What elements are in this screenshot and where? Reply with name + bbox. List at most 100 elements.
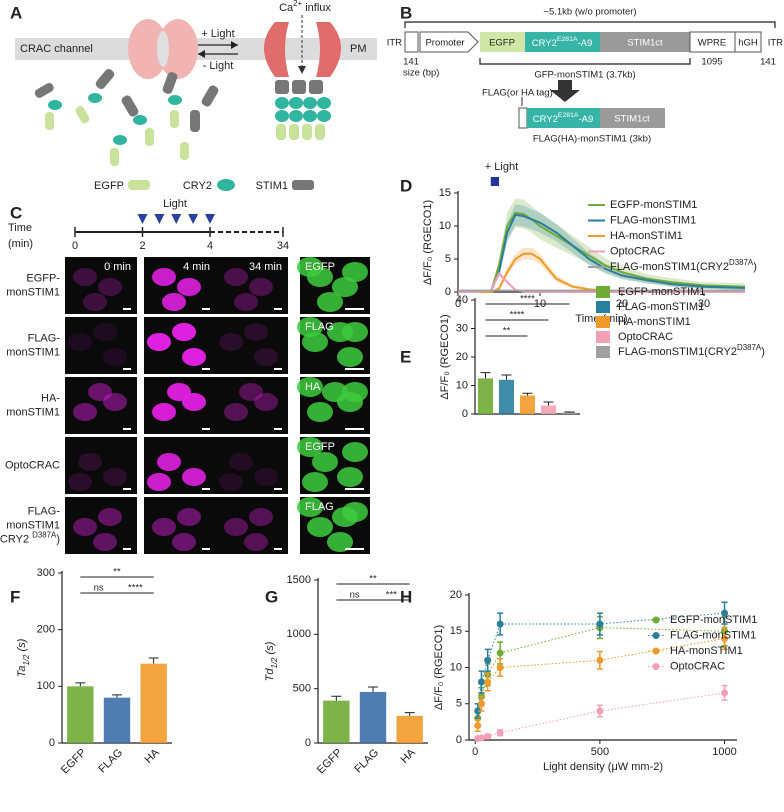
- cry2-box: [525, 32, 600, 52]
- legend-swatch: [128, 180, 150, 190]
- text-part: CRY2: [532, 38, 557, 49]
- cell: [172, 323, 196, 341]
- stim-label: STIM1ct: [614, 114, 650, 125]
- arrow-head: [231, 41, 238, 49]
- bracket: [479, 58, 691, 65]
- panel-label: F: [10, 587, 20, 606]
- y-tick-label: 1500: [287, 574, 311, 586]
- micrograph: [65, 497, 137, 554]
- y-tick-label: 10: [439, 220, 451, 232]
- light-off-label: - Light: [203, 60, 234, 72]
- y-tick-label: 100: [37, 680, 55, 692]
- cell: [172, 533, 196, 551]
- y-tick-label: 0: [49, 737, 55, 749]
- text-part: FLAG-monSTIM1(CRY2: [610, 261, 729, 273]
- panel-label: C: [10, 203, 22, 222]
- arrow-head: [298, 66, 306, 74]
- cell: [93, 323, 117, 341]
- cell: [78, 453, 102, 471]
- egfp-box: [480, 32, 525, 52]
- panel-label: B: [400, 3, 412, 22]
- point: [596, 656, 604, 664]
- x-axis-label: Light density (μW mm-2): [543, 761, 663, 773]
- error-bar: [75, 682, 86, 687]
- cell: [88, 383, 112, 401]
- error-bar: [368, 686, 378, 692]
- y-tick-label: 10: [450, 661, 462, 673]
- text-part: 1/2: [270, 657, 279, 669]
- micrograph: [216, 317, 288, 374]
- x-tick-label: FLAG: [352, 747, 381, 776]
- y-tick-label: 0: [305, 737, 311, 749]
- light-pulse: [154, 214, 165, 224]
- size-number: 141: [403, 57, 419, 68]
- cell: [342, 502, 368, 522]
- annotation: + Light: [485, 161, 518, 173]
- legend-label: STIM1: [256, 180, 288, 192]
- y-tick-label: 40: [456, 294, 468, 306]
- y-tick-label: 20: [450, 589, 462, 601]
- timeline-label: Time: [8, 222, 32, 234]
- point: [496, 729, 504, 737]
- error-band: [458, 198, 745, 292]
- micrograph: [65, 317, 137, 374]
- column-label: 4 min: [183, 261, 210, 273]
- point: [721, 635, 729, 642]
- egfp-label: EGFP: [489, 38, 515, 49]
- point: [496, 649, 504, 657]
- text-part: FLAG-monSTIM1(CRY2: [618, 346, 737, 358]
- text-part: ): [753, 261, 757, 273]
- stain-label: EGFP: [305, 441, 335, 453]
- bar: [359, 691, 387, 743]
- x-tick-label: EGFP: [315, 747, 345, 777]
- y-tick-label: 20: [456, 351, 468, 363]
- cell: [244, 533, 268, 551]
- y-axis-label: ΔF/F₀ (RGECO1): [433, 625, 445, 710]
- cell: [342, 322, 368, 342]
- text-part: 2+: [293, 0, 302, 8]
- construct-label: GFP-monSTIM1 (3.7kb): [534, 70, 635, 81]
- point: [477, 678, 485, 686]
- cell: [297, 317, 323, 337]
- bar: [498, 379, 515, 414]
- cell: [152, 268, 176, 286]
- micrograph: [216, 377, 288, 434]
- legend-swatch: [292, 180, 314, 190]
- row-label: (CRY2 D387A): [0, 530, 60, 545]
- cell: [297, 437, 323, 457]
- cell: [103, 348, 127, 366]
- row-label: EGFP-: [26, 272, 60, 284]
- point: [477, 734, 485, 742]
- panel-label: D: [400, 176, 412, 195]
- significance-label: ****: [520, 294, 535, 305]
- cell: [177, 508, 201, 526]
- legend-label: FLAG-monSTIM1: [610, 214, 696, 226]
- legend-label: CRY2: [183, 180, 212, 192]
- error-bar: [564, 411, 575, 413]
- cell: [224, 518, 248, 536]
- stim-label: STIM1ct: [627, 38, 663, 49]
- fit-curve: [477, 612, 725, 712]
- legend-label: HA-monSTIM1: [618, 316, 691, 328]
- cell: [229, 453, 253, 471]
- cell: [342, 382, 368, 402]
- y-axis-label: ΔF/F₀ (RGECO1): [439, 314, 451, 399]
- tag-box: [518, 107, 528, 129]
- light-label: Light: [163, 198, 187, 210]
- cell: [162, 293, 186, 311]
- y-tick-label: 0: [462, 408, 468, 420]
- x-tick-label: 1000: [712, 746, 736, 758]
- text-part: Td: [264, 668, 276, 682]
- x-tick-label: EGFP: [59, 747, 89, 777]
- text-part: E281A: [557, 36, 578, 43]
- legend-label: OptoCRAC: [670, 660, 725, 672]
- light-pulse: [137, 214, 148, 224]
- legend-label: HA-monSTIM1: [610, 230, 683, 242]
- significance-label: ns: [350, 590, 360, 601]
- cell: [297, 497, 323, 517]
- cell: [302, 332, 328, 352]
- cell: [68, 333, 92, 351]
- x-tick-label: 0: [472, 746, 478, 758]
- cell: [307, 402, 333, 422]
- itr-label: ITR: [768, 38, 783, 49]
